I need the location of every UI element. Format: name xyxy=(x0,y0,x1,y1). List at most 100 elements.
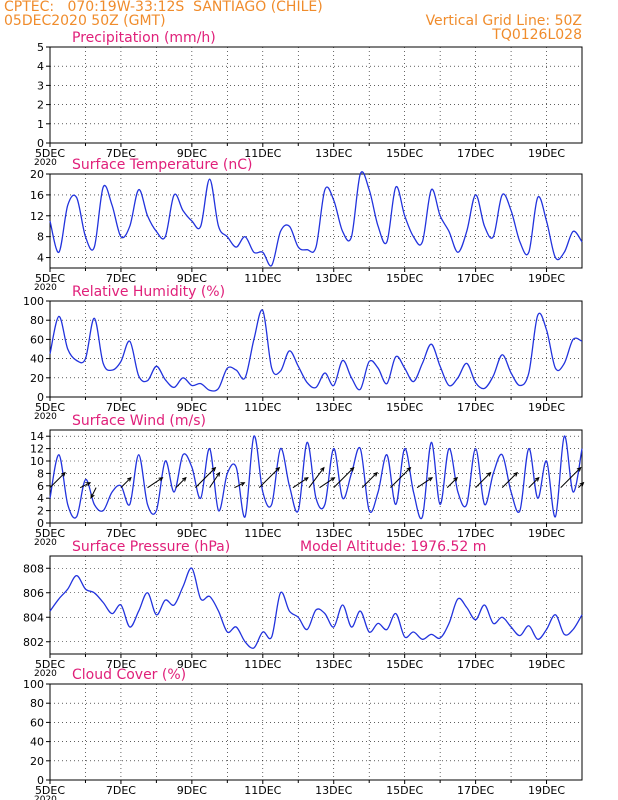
x-tick-label: 7DEC xyxy=(106,784,136,797)
wind-arrow-head xyxy=(330,477,336,482)
panel-title: Cloud Cover (%) xyxy=(72,667,186,683)
x-tick-label: 9DEC xyxy=(177,272,207,285)
wind-arrow-head xyxy=(240,482,246,487)
x-tick-label: 13DEC xyxy=(315,272,352,285)
y-tick-label: 16 xyxy=(30,189,44,202)
y-tick-label: 806 xyxy=(23,587,44,600)
wind-arrow-head xyxy=(428,477,434,482)
header-location: CPTEC: 070:19W-33:12S SANTIAGO (CHILE) xyxy=(4,0,323,15)
wind-arrow xyxy=(258,467,280,489)
y-tick-label: 10 xyxy=(30,455,44,468)
x-tick-label: 5DEC xyxy=(35,147,65,160)
y-tick-label: 14 xyxy=(30,430,44,443)
wind-arrow-head xyxy=(453,476,459,482)
x-tick-label: 5DEC xyxy=(35,784,65,797)
wind-arrow-head xyxy=(373,471,378,477)
panel-title: Surface Temperature (nC) xyxy=(72,157,253,173)
plot-frame xyxy=(49,429,583,524)
header-model-id: TQ0126L028 xyxy=(492,27,582,43)
wind-arrow xyxy=(292,477,309,489)
header-date: 05DEC2020 50Z (GMT) xyxy=(4,13,166,29)
x-tick-label: 13DEC xyxy=(315,527,352,540)
wind-arrow xyxy=(308,467,325,488)
y-tick-label: 40 xyxy=(30,736,44,749)
y-tick-label: 60 xyxy=(30,716,44,729)
y-tick-label: 4 xyxy=(37,60,44,73)
wind-arrow xyxy=(390,467,411,489)
y-tick-label: 2 xyxy=(37,505,44,518)
x-tick-label: 17DEC xyxy=(457,147,494,160)
x-tick-label: 19DEC xyxy=(528,784,565,797)
x-tick-label: 9DEC xyxy=(177,658,207,671)
wind-arrow xyxy=(416,477,433,489)
wind-arrow-head xyxy=(90,493,95,499)
wind-arrow-head xyxy=(486,471,492,477)
x-tick-label: 15DEC xyxy=(386,401,423,414)
x-tick-label: 17DEC xyxy=(457,658,494,671)
x-tick-label: 17DEC xyxy=(457,401,494,414)
x-tick-label: 9DEC xyxy=(177,147,207,160)
series-line xyxy=(49,567,583,649)
y-tick-label: 4 xyxy=(37,492,44,505)
wind-arrow-head xyxy=(576,466,582,472)
y-tick-label: 80 xyxy=(30,314,44,327)
x-tick-label: 17DEC xyxy=(457,272,494,285)
series-line xyxy=(49,171,583,267)
plot-frame xyxy=(49,173,583,269)
x-tick-label: 11DEC xyxy=(244,147,281,160)
wind-arrow-head xyxy=(158,477,164,482)
wind-arrow-head xyxy=(303,477,309,482)
x-tick-label: 7DEC xyxy=(106,401,136,414)
x-tick-label: 9DEC xyxy=(177,784,207,797)
y-tick-label: 6 xyxy=(37,480,44,493)
x-tick-label: 7DEC xyxy=(106,272,136,285)
y-tick-label: 20 xyxy=(30,168,44,181)
x-year-label: 2020 xyxy=(34,283,57,293)
x-tick-label: 15DEC xyxy=(386,527,423,540)
plot-frame xyxy=(49,46,583,144)
y-tick-label: 40 xyxy=(30,353,44,366)
y-tick-label: 0 xyxy=(37,137,44,150)
wind-arrow xyxy=(49,472,66,489)
plot-frame xyxy=(49,555,583,655)
wind-arrow-head xyxy=(320,466,325,472)
wind-arrow-head xyxy=(349,466,355,472)
x-tick-label: 13DEC xyxy=(315,147,352,160)
x-tick-label: 11DEC xyxy=(244,527,281,540)
wind-arrow-head xyxy=(61,471,66,477)
plot-frame xyxy=(49,300,583,398)
y-tick-label: 8 xyxy=(37,231,44,244)
y-tick-label: 0 xyxy=(37,391,44,404)
series-line xyxy=(49,309,583,392)
y-tick-label: 4 xyxy=(37,252,44,265)
y-tick-label: 100 xyxy=(23,295,44,308)
header-grid-line: Vertical Grid Line: 50Z xyxy=(425,13,582,29)
y-tick-label: 12 xyxy=(30,443,44,456)
y-tick-label: 60 xyxy=(30,333,44,346)
x-tick-label: 5DEC xyxy=(35,527,65,540)
x-tick-label: 7DEC xyxy=(106,147,136,160)
plot-frame xyxy=(49,683,583,781)
x-tick-label: 5DEC xyxy=(35,272,65,285)
wind-arrow xyxy=(79,482,91,489)
wind-arrow xyxy=(120,477,132,489)
y-tick-label: 1 xyxy=(37,118,44,131)
y-tick-label: 5 xyxy=(37,41,44,54)
panel-title: Surface Pressure (hPa) xyxy=(72,539,230,555)
wind-arrow xyxy=(175,477,187,489)
wind-arrow xyxy=(361,472,378,489)
wind-arrow xyxy=(195,467,216,489)
x-tick-label: 11DEC xyxy=(244,401,281,414)
wind-arrow xyxy=(209,472,221,488)
wind-arrow xyxy=(446,477,458,489)
y-tick-label: 2 xyxy=(37,99,44,112)
wind-arrow-head xyxy=(86,482,92,487)
x-tick-label: 15DEC xyxy=(386,658,423,671)
x-tick-label: 19DEC xyxy=(528,527,565,540)
x-tick-label: 19DEC xyxy=(528,147,565,160)
wind-arrow-head xyxy=(513,471,519,477)
panel-subtitle: Model Altitude: 1976.52 m xyxy=(300,539,486,555)
y-tick-label: 0 xyxy=(37,774,44,787)
wind-arrow-head xyxy=(215,471,221,477)
x-tick-label: 11DEC xyxy=(244,784,281,797)
